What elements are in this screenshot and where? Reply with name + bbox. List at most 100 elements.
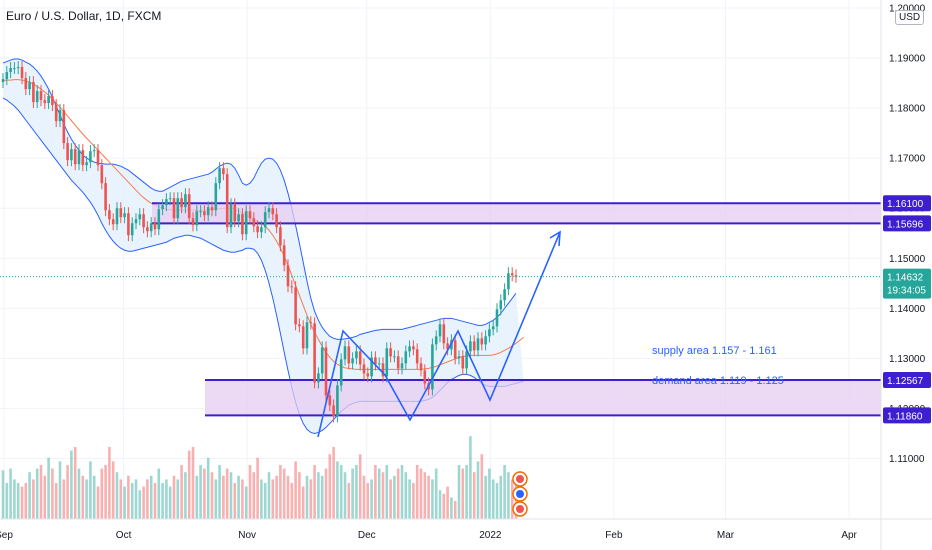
candle-body <box>172 198 176 219</box>
volume-bar <box>256 457 259 519</box>
pattern-lines <box>317 230 561 438</box>
volume-bar <box>351 468 354 519</box>
candle-body <box>199 211 202 213</box>
candle-body <box>138 214 142 220</box>
price-badge-text: 1.16100 <box>887 199 924 210</box>
x-tick-label: Dec <box>358 530 376 541</box>
candle-body <box>347 346 351 364</box>
y-tick-label: 1.13000 <box>889 354 926 365</box>
y-tick-label: 1.17000 <box>889 154 926 165</box>
volume-bar <box>180 465 183 519</box>
currency-unit-label[interactable]: USD <box>895 10 925 25</box>
candles <box>0 61 881 423</box>
volume-bar <box>62 479 66 519</box>
moving-average-line <box>2 79 524 370</box>
candle-body <box>480 338 484 345</box>
volume-bar <box>480 454 484 519</box>
candle-body <box>328 395 332 406</box>
candle-body <box>514 275 518 277</box>
volume-bar <box>404 472 408 519</box>
volume-bar <box>54 483 58 519</box>
candle-body <box>491 326 495 330</box>
candle-body <box>301 326 305 349</box>
candle-body <box>191 218 195 226</box>
candle-body <box>400 363 404 369</box>
candle-body <box>206 207 210 216</box>
price-badges: 1.16100 1.15696 1.14632 19:34:05 1.12567 1.11… <box>883 195 931 424</box>
volume-bar <box>73 447 77 519</box>
volume-bar <box>252 472 256 519</box>
candle-body <box>290 286 294 288</box>
volume-bar <box>332 447 335 519</box>
volume-bar <box>374 465 377 519</box>
volume-bar <box>233 483 237 519</box>
candle-body <box>442 324 446 344</box>
candle-body <box>503 289 506 301</box>
candle-body <box>423 370 427 384</box>
volume-bar <box>423 472 427 519</box>
candle-body <box>54 105 58 122</box>
candle-body <box>446 343 449 350</box>
volume-bar <box>5 483 9 519</box>
candle-body <box>195 211 199 226</box>
volume-bar <box>111 461 115 519</box>
candle-body <box>260 227 263 233</box>
candle-body <box>248 211 252 219</box>
candle-body <box>404 351 408 364</box>
candle-body <box>339 359 343 386</box>
grid <box>0 0 881 519</box>
volume-bar <box>393 475 396 519</box>
volume-bar <box>320 475 324 519</box>
volume-bar <box>396 468 400 519</box>
candle-body <box>241 214 244 235</box>
volume-bar <box>176 479 180 519</box>
volume-bar <box>172 475 176 519</box>
volume-bar <box>324 468 328 519</box>
volume-bar <box>377 468 381 519</box>
candle-body <box>81 150 85 166</box>
price-badge <box>883 372 931 389</box>
volume-bar <box>146 479 149 519</box>
candle-body <box>43 100 47 104</box>
candle-body <box>309 322 313 324</box>
candle-body <box>282 245 286 266</box>
candle-body <box>24 78 28 90</box>
volume-bar <box>499 475 503 519</box>
volume-bar <box>301 486 305 519</box>
candle-body <box>370 357 373 377</box>
volume-bar <box>381 472 385 519</box>
volume-bar <box>434 468 438 519</box>
candle-body <box>218 168 221 184</box>
candle-body <box>108 210 111 220</box>
candle-body <box>294 287 297 325</box>
candle-body <box>465 351 468 369</box>
candle-body <box>149 223 153 232</box>
x-tick-label: Mar <box>717 530 735 541</box>
candle-body <box>366 373 370 377</box>
x-tick-label: Nov <box>238 530 256 541</box>
event-icons[interactable] <box>512 471 528 517</box>
volume-bar <box>328 454 332 519</box>
volume-bar <box>305 475 309 519</box>
candle-body <box>123 213 126 218</box>
candle-body <box>320 347 324 374</box>
candle-body <box>157 209 161 230</box>
volume-bar <box>123 486 126 519</box>
volume-bar <box>260 479 263 519</box>
candle-body <box>305 322 309 349</box>
volume-bar <box>438 490 442 519</box>
candle-body <box>510 273 514 276</box>
x-tick-label: Feb <box>605 530 623 541</box>
volume-bar <box>149 475 153 519</box>
candle-body <box>286 265 290 287</box>
candle-body <box>180 198 183 208</box>
volume-bar <box>400 465 404 519</box>
volume-bar <box>100 468 104 519</box>
candle-body <box>5 72 9 80</box>
volume-bar <box>370 479 373 519</box>
demand-zone <box>205 380 881 416</box>
volume-bar <box>309 479 313 519</box>
volume-bar <box>225 468 229 519</box>
candle-body <box>431 344 434 390</box>
